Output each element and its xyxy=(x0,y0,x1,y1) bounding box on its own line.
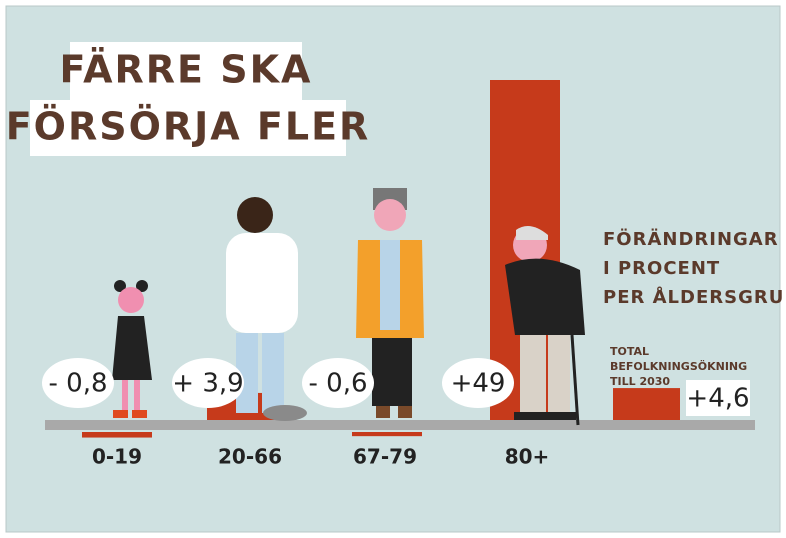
total-value-label: +4,6 xyxy=(686,384,749,414)
subtitle-line: FÖRÄNDRINGAR xyxy=(603,228,779,250)
category-label: 0-19 xyxy=(92,445,142,469)
title-line: FÖRSÖRJA FLER xyxy=(6,105,371,149)
infographic: FÄRRE SKA FÖRSÖRJA FLER FÖRÄNDRINGAR I P… xyxy=(0,0,786,538)
category-label: 20-66 xyxy=(218,445,282,469)
title-line: FÄRRE SKA xyxy=(60,48,313,92)
baseline xyxy=(45,420,755,430)
category-label: 80+ xyxy=(505,445,550,469)
bar xyxy=(82,432,152,438)
value-label: - 0,6 xyxy=(309,369,368,399)
total-label: TILL 2030 xyxy=(610,375,670,388)
subtitle-line: PER ÅLDERSGRUPP xyxy=(603,285,786,308)
subtitle-line: I PROCENT xyxy=(603,258,720,279)
bar xyxy=(352,432,422,436)
total-label: BEFOLKNINGSÖKNING xyxy=(610,359,747,373)
value-label: + 3,9 xyxy=(172,369,243,399)
total-label: TOTAL xyxy=(610,345,649,358)
category-label: 67-79 xyxy=(353,445,417,469)
value-label: +49 xyxy=(451,369,506,399)
value-label: - 0,8 xyxy=(49,369,108,399)
total-bar xyxy=(613,388,680,420)
